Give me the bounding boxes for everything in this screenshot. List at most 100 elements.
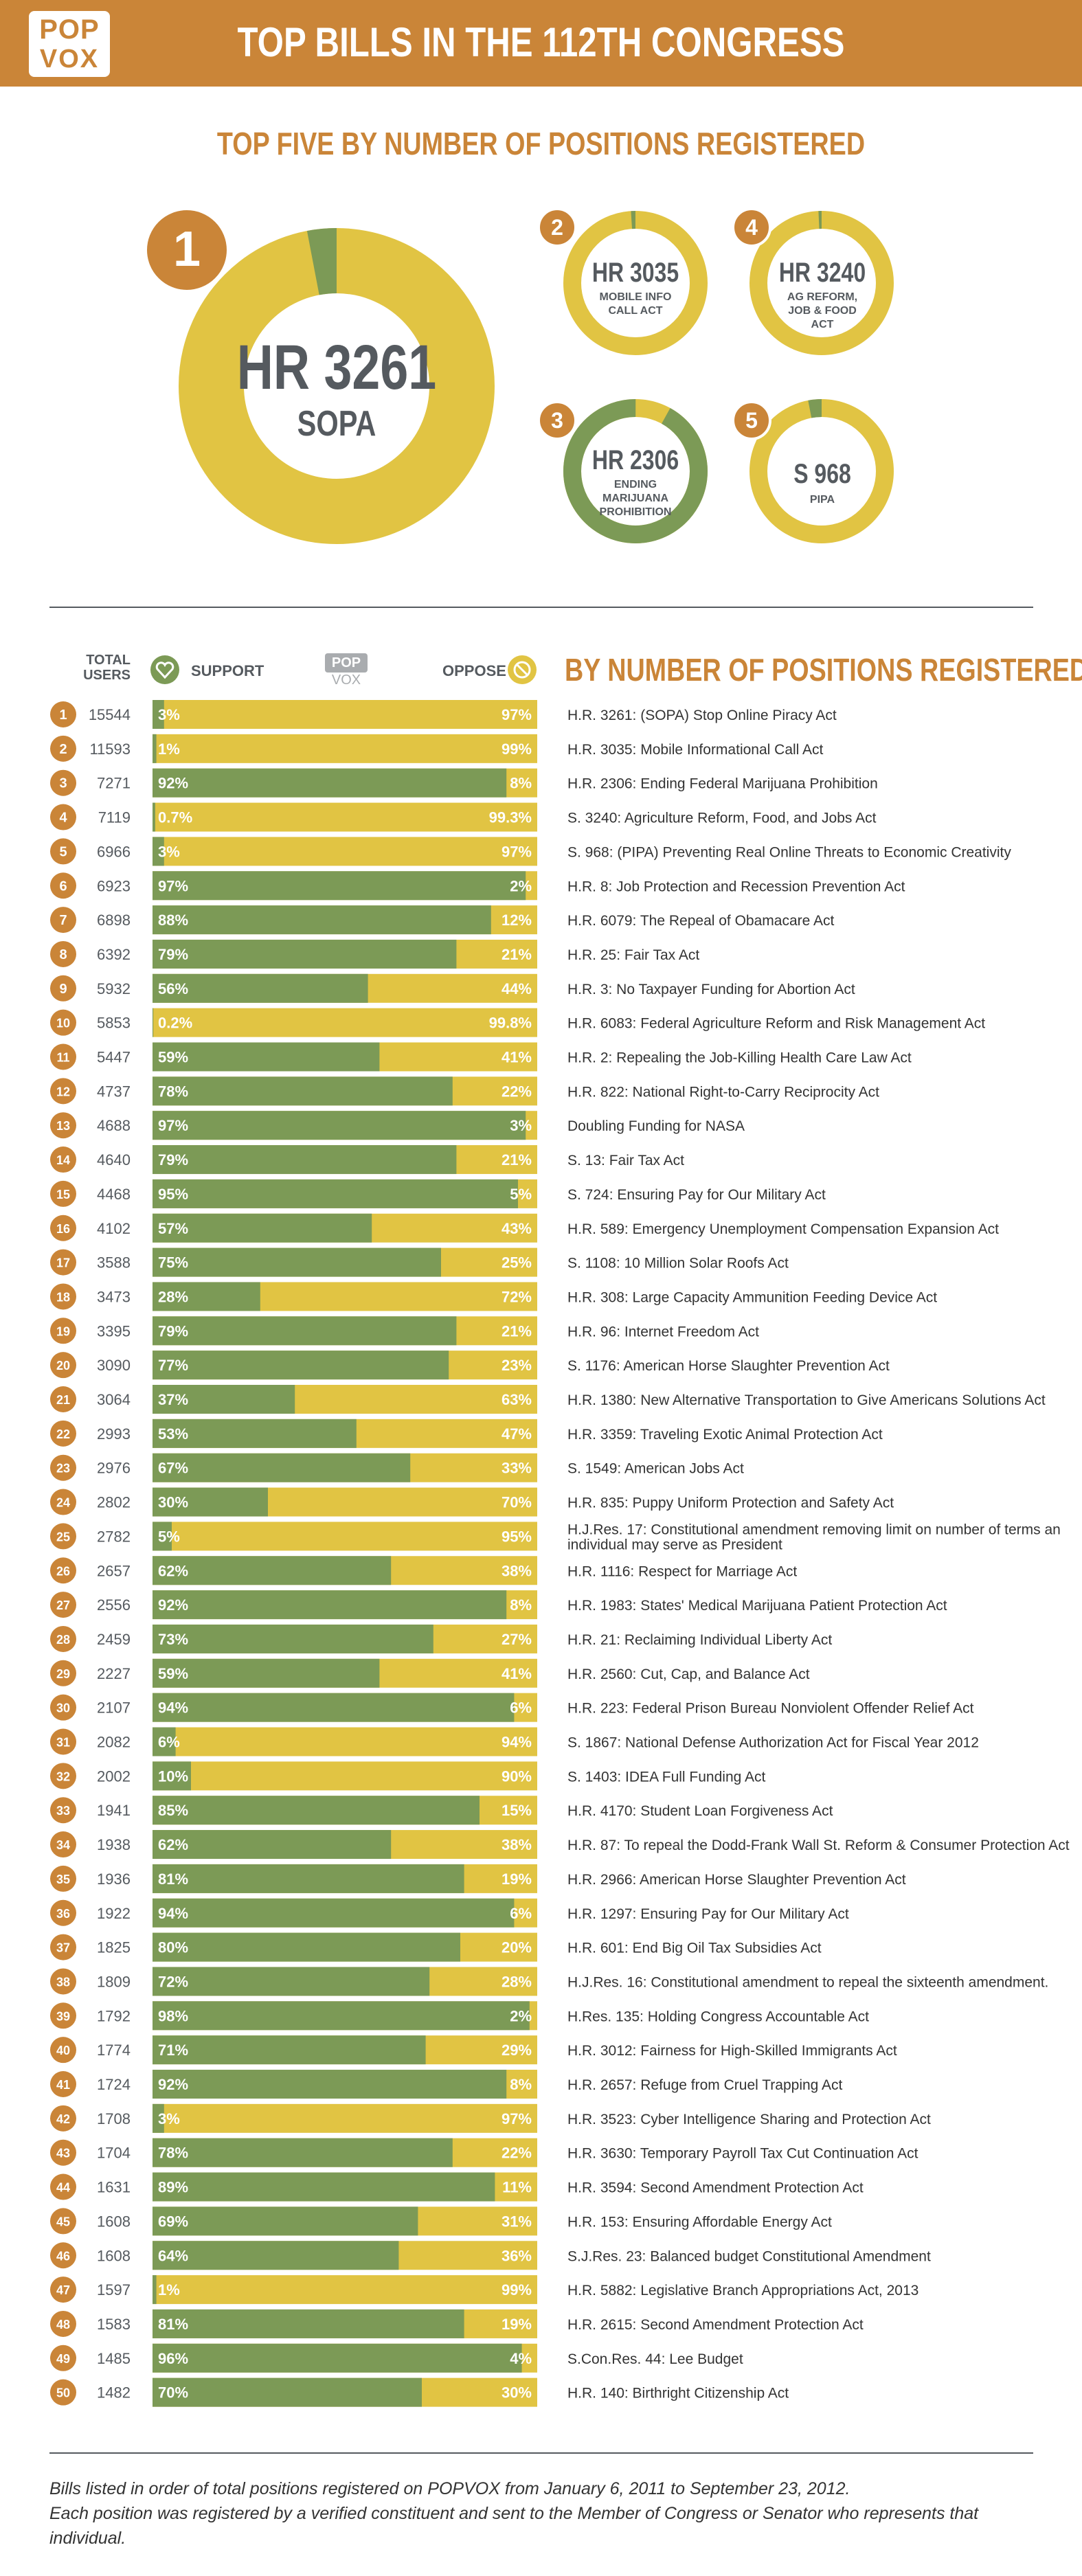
bill-title[interactable]: S. 1403: IDEA Full Funding Act xyxy=(567,1769,765,1785)
logo-line2: VOX xyxy=(39,45,100,74)
table-row: 13 4688 97% 3% Doubling Funding for NASA xyxy=(50,1111,745,1140)
support-bar xyxy=(153,1487,268,1517)
total-users: 1936 xyxy=(97,1871,131,1888)
bill-title[interactable]: S. 1867: National Defense Authorization … xyxy=(567,1735,979,1751)
support-bar xyxy=(153,1247,441,1277)
footnote-line1: Bills listed in order of total positions… xyxy=(49,2479,850,2498)
bill-title[interactable]: S. 968: (PIPA) Preventing Real Online Th… xyxy=(567,844,1011,860)
bill-title[interactable]: H.R. 2306: Ending Federal Marijuana Proh… xyxy=(567,776,878,792)
bill-title[interactable]: H.J.Res. 16: Constitutional amendment to… xyxy=(567,1974,1048,1990)
bill-title[interactable]: S. 1176: American Horse Slaughter Preven… xyxy=(567,1358,890,1374)
bill-title[interactable]: H.R. 2657: Refuge from Cruel Trapping Ac… xyxy=(567,2077,843,2093)
bill-title[interactable]: H.R. 1297: Ensuring Pay for Our Military… xyxy=(567,1906,849,1922)
bill-title[interactable]: H.R. 140: Birthright Citizenship Act xyxy=(567,2386,789,2402)
table-row: 16 4102 57% 43% H.R. 589: Emergency Unemploy… xyxy=(50,1213,999,1243)
rank-badge xyxy=(50,1146,76,1173)
bill-title[interactable]: H.R. 25: Fair Tax Act xyxy=(567,947,699,963)
oppose-percent: 43% xyxy=(501,1220,532,1237)
rank-badge xyxy=(50,769,76,796)
logo-line1: POP xyxy=(39,14,100,45)
bill-title[interactable]: H.R. 601: End Big Oil Tax Subsidies Act xyxy=(567,1941,822,1956)
bill-title[interactable]: H.R. 5882: Legislative Branch Appropriat… xyxy=(567,2283,918,2298)
support-bar xyxy=(153,1932,460,1962)
bill-title[interactable]: H.R. 3359: Traveling Exotic Animal Prote… xyxy=(567,1427,883,1443)
bill-title[interactable]: S. 1108: 10 Million Solar Roofs Act xyxy=(567,1256,789,1272)
bill-title[interactable]: H.Res. 135: Holding Congress Accountable… xyxy=(567,2009,869,2024)
donut-1-oppose-ring xyxy=(179,228,495,544)
support-percent: 6% xyxy=(158,1734,180,1751)
divider-bottom xyxy=(49,2452,1033,2454)
oppose-percent: 20% xyxy=(501,1939,532,1956)
bill-title[interactable]: H.R. 96: Internet Freedom Act xyxy=(567,1324,759,1340)
support-percent: 57% xyxy=(158,1220,188,1237)
bill-title[interactable]: H.R. 3261: (SOPA) Stop Online Piracy Act xyxy=(567,708,837,723)
donut-2-rank-badge: 2 xyxy=(537,207,577,247)
bill-title[interactable]: H.R. 4170: Student Loan Forgiveness Act xyxy=(567,1803,833,1819)
bill-title[interactable]: H.R. 1380: New Alternative Transportatio… xyxy=(567,1392,1046,1408)
bill-title[interactable]: H.R. 2966: American Horse Slaughter Prev… xyxy=(567,1872,906,1888)
rank-badge xyxy=(50,1009,76,1036)
bill-title[interactable]: H.R. 153: Ensuring Affordable Energy Act xyxy=(567,2214,832,2230)
total-users: 1922 xyxy=(97,1905,131,1922)
rank-number: 9 xyxy=(59,982,67,997)
bill-title[interactable]: H.R. 3035: Mobile Informational Call Act xyxy=(567,742,824,758)
bill-title[interactable]: S. 724: Ensuring Pay for Our Military Ac… xyxy=(567,1187,826,1203)
oppose-percent: 19% xyxy=(501,1871,532,1888)
bill-title[interactable]: H.R. 87: To repeal the Dodd-Frank Wall S… xyxy=(567,1838,1070,1853)
bill-title[interactable]: H.R. 822: National Right-to-Carry Recipr… xyxy=(567,1084,879,1100)
bill-title[interactable]: H.R. 6079: The Repeal of Obamacare Act xyxy=(567,913,834,929)
bill-title[interactable]: S. 3240: Agriculture Reform, Food, and J… xyxy=(567,811,877,826)
bill-title[interactable]: H.R. 3630: Temporary Payroll Tax Cut Con… xyxy=(567,2146,918,2162)
oppose-percent: 30% xyxy=(501,2384,532,2402)
bill-title[interactable]: S.Con.Res. 44: Lee Budget xyxy=(567,2351,743,2367)
bill-title[interactable]: H.R. 589: Emergency Unemployment Compens… xyxy=(567,1221,999,1237)
bill-title[interactable]: H.R. 8: Job Protection and Recession Pre… xyxy=(567,879,905,894)
rank-badge xyxy=(50,2105,76,2132)
bill-title[interactable]: S. 1549: American Jobs Act xyxy=(567,1461,744,1477)
donut-4-name: HR 3240 xyxy=(778,258,866,288)
total-users: 1482 xyxy=(97,2384,131,2402)
bill-title[interactable]: H.R. 2: Repealing the Job-Killing Health… xyxy=(567,1050,912,1066)
bill-title[interactable]: S.J.Res. 23: Balanced budget Constitutio… xyxy=(567,2248,931,2264)
rank-badge xyxy=(50,975,76,1002)
rank-badge xyxy=(50,804,76,831)
table-row: 28 2459 73% 27% H.R. 21: Reclaiming Individu… xyxy=(50,1624,832,1653)
bill-title[interactable]: H.R. 835: Puppy Uniform Protection and S… xyxy=(567,1495,894,1511)
support-bar xyxy=(153,1351,449,1380)
bill-title[interactable]: H.R. 6083: Federal Agriculture Reform an… xyxy=(567,1016,985,1032)
total-users: 7119 xyxy=(98,809,131,826)
bill-title[interactable]: H.R. 3523: Cyber Intelligence Sharing an… xyxy=(567,2112,931,2127)
donut-4-support-arc xyxy=(749,211,894,355)
bill-title[interactable]: S. 13: Fair Tax Act xyxy=(567,1153,684,1168)
rank-number: 4 xyxy=(59,811,67,826)
rank-number: 10 xyxy=(56,1017,70,1030)
table-row: 30 2107 94% 6% H.R. 223: Federal Prison Bure… xyxy=(50,1693,974,1722)
total-users: 1704 xyxy=(97,2145,131,2162)
rank-number: 40 xyxy=(56,2044,70,2057)
bill-title[interactable]: H.R. 21: Reclaiming Individual Liberty A… xyxy=(567,1632,832,1648)
bill-title[interactable]: H.R. 2560: Cut, Cap, and Balance Act xyxy=(567,1667,810,1682)
bill-title[interactable]: Doubling Funding for NASA xyxy=(567,1118,745,1134)
support-percent: 3% xyxy=(158,2110,180,2127)
bill-title[interactable]: H.R. 223: Federal Prison Bureau Nonviole… xyxy=(567,1701,974,1717)
bill-title[interactable]: H.R. 1983: States' Medical Marijuana Pat… xyxy=(567,1598,947,1614)
support-bar xyxy=(153,1316,457,1346)
top-five-donuts xyxy=(179,210,894,544)
rank-badge xyxy=(50,1318,76,1344)
total-users: 4468 xyxy=(97,1186,131,1203)
bill-title[interactable]: H.J.Res. 17: Constitutional amendment re… xyxy=(567,1522,1061,1552)
table-row: 9 5932 56% 44% H.R. 3: No Taxpayer Funding f… xyxy=(50,973,855,1003)
popvox-logo[interactable]: POP VOX xyxy=(29,11,110,77)
bill-title[interactable]: H.R. 308: Large Capacity Ammunition Feed… xyxy=(567,1289,937,1305)
bill-title[interactable]: H.R. 1116: Respect for Marriage Act xyxy=(567,1563,797,1579)
support-percent: 94% xyxy=(158,1699,188,1717)
oppose-bar xyxy=(153,1761,537,1791)
header-bar: POP VOX TOP BILLS IN THE 112TH CONGRESS xyxy=(0,0,1082,87)
total-users: 2993 xyxy=(97,1425,131,1443)
support-percent: 79% xyxy=(158,1151,188,1168)
support-bar xyxy=(153,1076,453,1106)
bill-title[interactable]: H.R. 3594: Second Amendment Protection A… xyxy=(567,2180,864,2196)
bill-title[interactable]: H.R. 2615: Second Amendment Protection A… xyxy=(567,2317,864,2333)
bill-title[interactable]: H.R. 3: No Taxpayer Funding for Abortion… xyxy=(567,982,855,997)
bill-title[interactable]: H.R. 3012: Fairness for High-Skilled Imm… xyxy=(567,2043,897,2059)
